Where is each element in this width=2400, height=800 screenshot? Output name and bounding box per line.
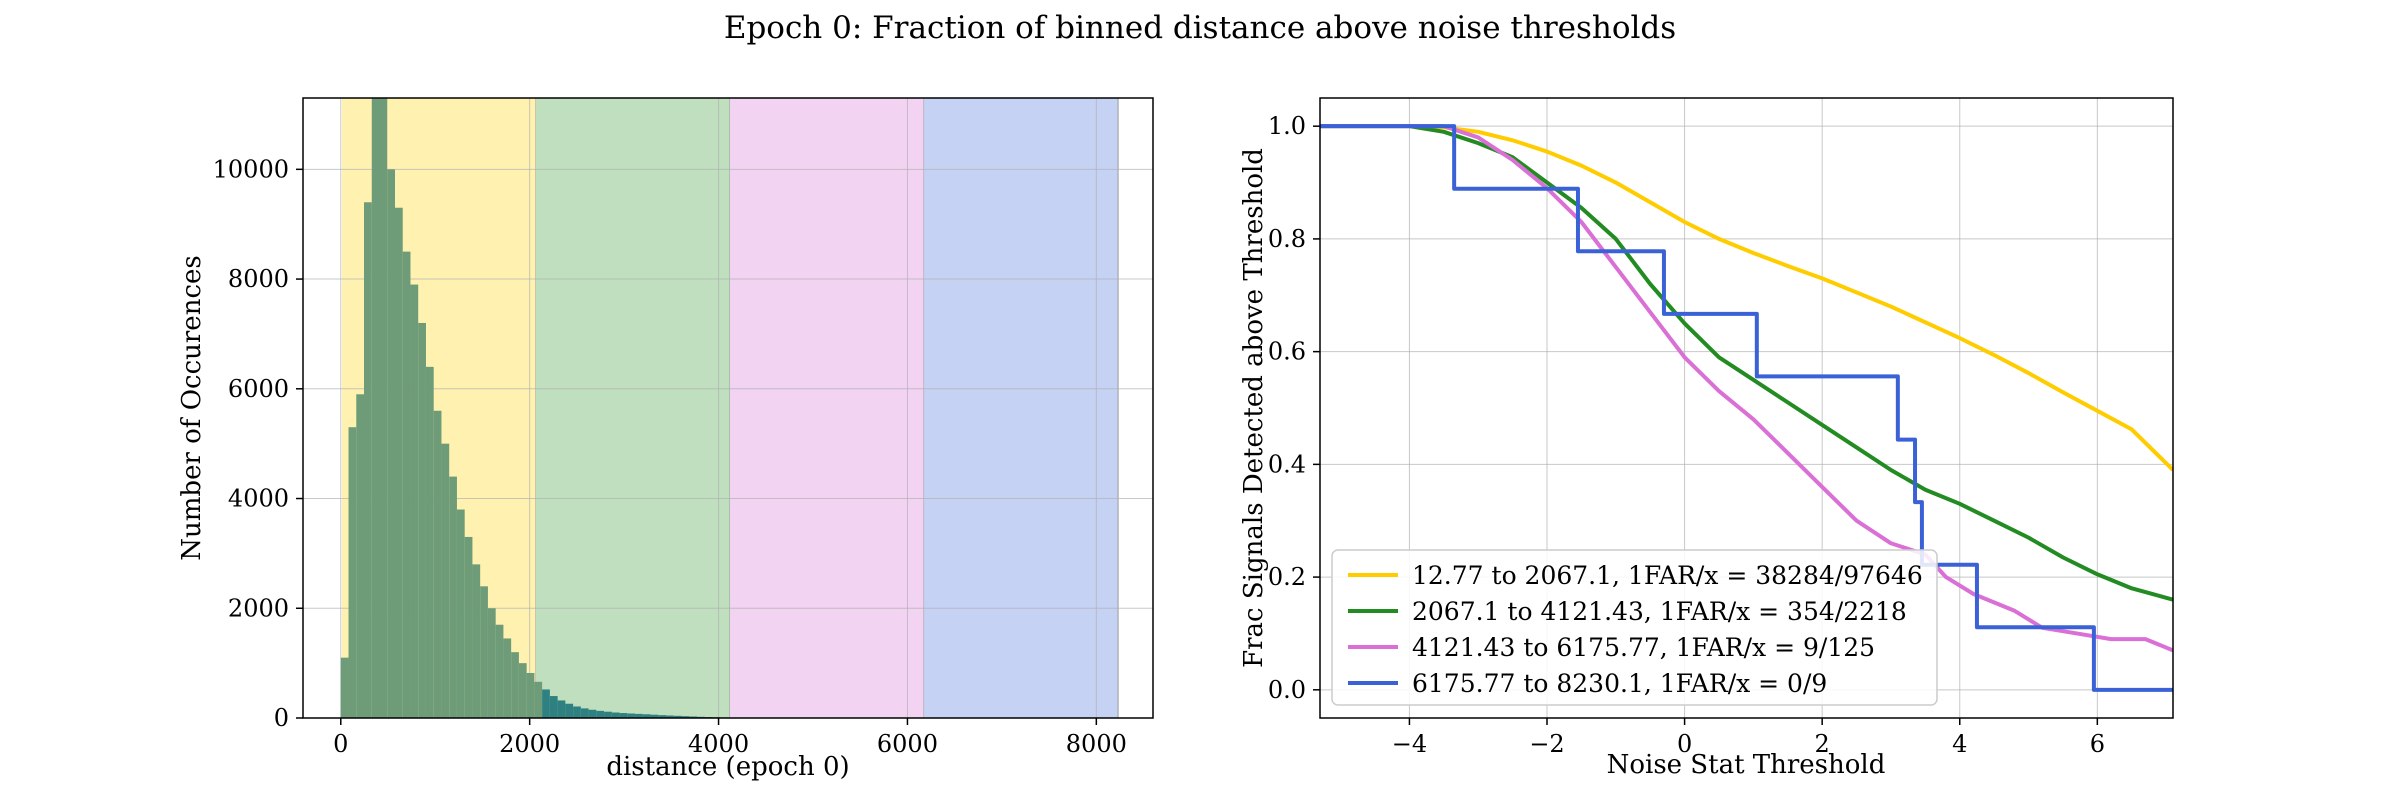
figure-title: Epoch 0: Fraction of binned distance abo…: [724, 10, 1676, 46]
histogram-bar: [673, 715, 682, 718]
detection-axes-frame: [1319, 97, 2174, 719]
histogram-x-ticks: 0 2000 4000 6000 8000: [333, 718, 1127, 758]
histogram-bar: [573, 706, 581, 718]
histogram-bar: [503, 638, 512, 718]
histogram-bar: [495, 624, 504, 718]
histogram-bar: [480, 586, 488, 718]
histogram-x-tick-label: 0: [333, 730, 348, 758]
histogram-bar: [549, 696, 558, 718]
histogram-band-2: [730, 98, 925, 718]
histogram-x-axis-label: distance (epoch 0): [606, 752, 849, 782]
histogram-bars: [340, 98, 806, 718]
detection-lines: [1320, 124, 2173, 692]
histogram-bar: [557, 700, 566, 718]
histogram-bar: [580, 708, 589, 718]
histogram-bar: [364, 202, 372, 718]
histogram-bar: [542, 689, 550, 718]
histogram-panel: 0 2000 4000 6000 8000 0 2000 4000 6000 8000 10000…: [177, 97, 1154, 782]
histogram-bar: [410, 284, 419, 718]
histogram-bar: [511, 652, 519, 718]
detection-y-tick-label: 0.4: [1268, 450, 1306, 478]
legend: 12.77 to 2067.1, 1FAR/x = 38284/97646 206…: [1331, 549, 1938, 706]
histogram-bar: [394, 207, 403, 718]
legend-entry-label: 4121.43 to 6175.77, 1FAR/x = 9/125: [1412, 633, 1875, 662]
detection-y-axis-label: Frac Signals Detected above Threshold: [1239, 148, 1269, 668]
histogram-bar: [441, 443, 450, 718]
detection-y-ticks: 0.0 0.2 0.4 0.6 0.8 1.0: [1268, 112, 1320, 704]
histogram-bar: [596, 710, 605, 718]
detection-x-tick-label: −2: [1529, 730, 1564, 758]
legend-entry-label: 2067.1 to 4121.43, 1FAR/x = 354/2218: [1412, 597, 1907, 626]
histogram-bar: [348, 427, 357, 718]
histogram-bar: [642, 714, 651, 718]
histogram-bar: [619, 713, 628, 718]
detection-x-tick-label: 2: [1815, 730, 1830, 758]
detection-x-tick-label: 6: [2090, 730, 2105, 758]
detection-y-tick-label: 0.8: [1268, 225, 1306, 253]
histogram-bar: [689, 716, 698, 718]
histogram-y-tick-label: 8000: [228, 265, 289, 293]
detection-y-tick-label: 0.2: [1268, 563, 1306, 591]
histogram-bar: [604, 711, 612, 718]
histogram-band-3: [924, 98, 1119, 718]
detection-series-line-0: [1320, 124, 2173, 472]
histogram-bar: [456, 509, 465, 718]
legend-entry-label: 12.77 to 2067.1, 1FAR/x = 38284/97646: [1412, 561, 1923, 590]
histogram-bar: [418, 322, 426, 718]
histogram-bar: [425, 366, 434, 718]
histogram-y-tick-label: 2000: [228, 594, 289, 622]
histogram-bar: [666, 715, 674, 718]
legend-entries: 12.77 to 2067.1, 1FAR/x = 38284/97646 206…: [1348, 561, 1923, 698]
histogram-bar: [356, 394, 365, 718]
histogram-bar: [449, 476, 457, 718]
histogram-bar: [650, 714, 659, 718]
histogram-bar: [534, 681, 543, 718]
histogram-y-axis-label: Number of Occurences: [177, 255, 207, 560]
histogram-x-tick-label: 6000: [877, 730, 938, 758]
histogram-bar: [371, 98, 380, 718]
detection-x-tick-label: 4: [1952, 730, 1967, 758]
histogram-y-tick-label: 10000: [213, 155, 289, 183]
detection-x-tick-label: 0: [1677, 730, 1692, 758]
histogram-y-tick-label: 6000: [228, 375, 289, 403]
detection-y-tick-label: 1.0: [1268, 112, 1306, 140]
detection-x-tick-label: −4: [1392, 730, 1427, 758]
detection-series-line-3: [1320, 124, 2173, 692]
histogram-bar: [379, 98, 388, 718]
histogram-bar: [681, 716, 690, 718]
detection-series-line-1: [1320, 124, 2173, 602]
histogram-x-tick-label: 4000: [688, 730, 749, 758]
detection-y-tick-label: 0.6: [1268, 338, 1306, 366]
legend-entry-label: 6175.77 to 8230.1, 1FAR/x = 0/9: [1412, 669, 1827, 698]
histogram-band-1: [536, 98, 731, 718]
histogram-bar: [487, 608, 496, 718]
detection-y-tick-label: 0.0: [1268, 676, 1306, 704]
histogram-bar: [588, 709, 597, 718]
histogram-bands: [341, 98, 1119, 718]
histogram-y-tick-label: 4000: [228, 485, 289, 513]
histogram-bar: [658, 715, 667, 718]
histogram-y-ticks: 0 2000 4000 6000 8000 10000: [213, 155, 303, 732]
histogram-bar: [526, 673, 535, 718]
histogram-bar: [635, 713, 643, 718]
histogram-bar: [518, 663, 527, 718]
histogram-x-tick-label: 8000: [1066, 730, 1127, 758]
histogram-bar: [340, 657, 349, 718]
histogram-bar: [433, 410, 442, 718]
histogram-axes-frame: [302, 97, 1154, 719]
histogram-bar: [611, 712, 620, 718]
detection-panel: −4 −2 0 2 4 6 0.0 0.2 0.4 0.6 0.8 1.0 Noise Stat T…: [1239, 97, 2174, 780]
histogram-x-tick-label: 2000: [499, 730, 560, 758]
histogram-y-tick-label: 0: [274, 704, 289, 732]
histogram-bar: [464, 536, 473, 718]
detection-x-axis-label: Noise Stat Threshold: [1607, 750, 1886, 780]
histogram-bar: [387, 169, 395, 718]
histogram-bar: [565, 703, 574, 718]
legend-box: [1331, 549, 1938, 706]
detection-x-ticks: −4 −2 0 2 4 6: [1392, 718, 2105, 758]
histogram-bar: [402, 251, 411, 718]
histogram-bar: [472, 564, 481, 718]
histogram-bar: [627, 713, 636, 718]
